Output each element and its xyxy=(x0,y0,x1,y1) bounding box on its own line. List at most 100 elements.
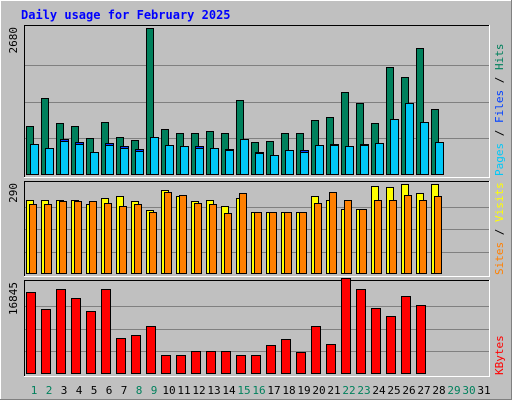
bar-sites-day-26 xyxy=(404,195,412,274)
x-tick-label: 14 xyxy=(222,384,236,397)
x-tick-label: 27 xyxy=(417,384,430,397)
x-tick-label: 21 xyxy=(327,384,340,397)
bar-kbytes-day-22 xyxy=(341,278,351,374)
bar-pages-day-16 xyxy=(255,153,264,175)
bar-sites-day-6 xyxy=(104,203,112,274)
x-tick-label: 10 xyxy=(162,384,175,397)
x-tick-label: 7 xyxy=(121,384,128,397)
bar-pages-day-3 xyxy=(60,141,69,175)
legend-item-hits: Hits xyxy=(493,44,506,71)
bar-sites-day-9 xyxy=(149,212,157,274)
bar-kbytes-day-24 xyxy=(371,308,381,374)
bar-sites-day-13 xyxy=(209,204,217,274)
x-tick-label: 13 xyxy=(207,384,220,397)
x-tick-label: 20 xyxy=(312,384,325,397)
bar-kbytes-day-16 xyxy=(251,355,261,374)
bar-sites-day-19 xyxy=(299,212,307,274)
x-tick-label: 17 xyxy=(267,384,280,397)
x-tick-label: 19 xyxy=(297,384,310,397)
x-tick-label: 5 xyxy=(91,384,98,397)
x-tick-label: 1 xyxy=(31,384,38,397)
legend-item-pages: Pages xyxy=(493,143,506,176)
bar-pages-day-2 xyxy=(45,148,54,175)
x-tick-label: 31 xyxy=(477,384,490,397)
bar-pages-day-24 xyxy=(375,143,384,175)
bar-kbytes-day-27 xyxy=(416,305,426,374)
x-tick-label: 4 xyxy=(76,384,83,397)
bar-kbytes-day-3 xyxy=(56,289,66,374)
chart-title: Daily usage for February 2025 xyxy=(21,8,231,22)
legend-item-kbytes: KBytes xyxy=(493,335,506,375)
bar-kbytes-day-1 xyxy=(26,292,36,374)
bar-sites-day-24 xyxy=(374,200,382,274)
bar-pages-day-20 xyxy=(315,145,324,175)
bar-kbytes-day-19 xyxy=(296,352,306,374)
x-tick-label: 23 xyxy=(357,384,370,397)
bar-pages-day-27 xyxy=(420,122,429,175)
x-tick-label: 28 xyxy=(432,384,445,397)
bar-pages-day-22 xyxy=(345,146,354,175)
legend-separator: / xyxy=(493,70,506,90)
panel-hits: 2680 Pages / Files / Hits xyxy=(7,25,506,178)
bar-kbytes-day-4 xyxy=(71,298,81,374)
bar-pages-day-15 xyxy=(240,139,249,175)
bar-kbytes-day-9 xyxy=(146,326,156,374)
bar-kbytes-day-23 xyxy=(356,289,366,374)
bar-sites-day-17 xyxy=(269,212,277,274)
bar-sites-day-11 xyxy=(179,195,187,274)
bar-kbytes-day-26 xyxy=(401,296,411,374)
legend-separator: / xyxy=(493,222,506,242)
legend-visits: Sites / Visits xyxy=(493,182,506,275)
x-tick-label: 22 xyxy=(342,384,355,397)
x-tick-label: 2 xyxy=(46,384,53,397)
panel-kbytes: 16845 KBytes xyxy=(7,278,506,377)
bar-pages-day-4 xyxy=(75,144,84,175)
x-tick-label: 24 xyxy=(372,384,386,397)
bar-kbytes-day-6 xyxy=(101,289,111,374)
bar-pages-day-7 xyxy=(120,148,129,175)
bar-kbytes-day-5 xyxy=(86,311,96,374)
bar-sites-day-28 xyxy=(434,196,442,274)
legend-item-files: Files xyxy=(493,90,506,123)
x-tick-label: 25 xyxy=(387,384,400,397)
x-tick-label: 15 xyxy=(237,384,250,397)
x-tick-label: 29 xyxy=(447,384,460,397)
legend-hits: Pages / Files / Hits xyxy=(493,44,506,177)
bar-kbytes-day-21 xyxy=(326,344,336,374)
bar-sites-day-3 xyxy=(59,201,67,274)
bar-kbytes-day-18 xyxy=(281,339,291,374)
legend-item-visits: Visits xyxy=(493,182,506,222)
x-tick-label: 26 xyxy=(402,384,415,397)
bar-sites-day-15 xyxy=(239,193,247,274)
y-max-label: 16845 xyxy=(7,282,20,315)
bar-kbytes-day-15 xyxy=(236,355,246,374)
x-tick-label: 9 xyxy=(151,384,158,397)
bar-pages-day-9 xyxy=(150,137,159,175)
bar-sites-day-22 xyxy=(344,200,352,274)
bar-pages-day-13 xyxy=(210,148,219,175)
bar-kbytes-day-12 xyxy=(191,351,201,374)
x-tick-label: 16 xyxy=(252,384,265,397)
bar-pages-day-26 xyxy=(405,103,414,175)
bar-kbytes-day-11 xyxy=(176,355,186,374)
bar-kbytes-day-2 xyxy=(41,309,51,374)
bar-sites-day-2 xyxy=(44,204,52,274)
bar-sites-day-12 xyxy=(194,203,202,274)
bar-sites-day-18 xyxy=(284,212,292,274)
bar-pages-day-23 xyxy=(360,145,369,175)
bar-kbytes-day-8 xyxy=(131,335,141,374)
bar-pages-day-21 xyxy=(330,145,339,175)
bar-kbytes-day-10 xyxy=(161,355,171,374)
bar-pages-day-11 xyxy=(180,146,189,175)
bar-pages-day-8 xyxy=(135,151,144,175)
x-tick-label: 18 xyxy=(282,384,295,397)
bar-sites-day-23 xyxy=(359,209,367,274)
bar-sites-day-7 xyxy=(119,206,127,274)
bar-kbytes-day-17 xyxy=(266,345,276,374)
bar-pages-day-14 xyxy=(225,150,234,175)
bar-pages-day-25 xyxy=(390,119,399,175)
bar-kbytes-day-25 xyxy=(386,316,396,374)
bar-sites-day-25 xyxy=(389,200,397,274)
legend-item-sites: Sites xyxy=(493,242,506,275)
